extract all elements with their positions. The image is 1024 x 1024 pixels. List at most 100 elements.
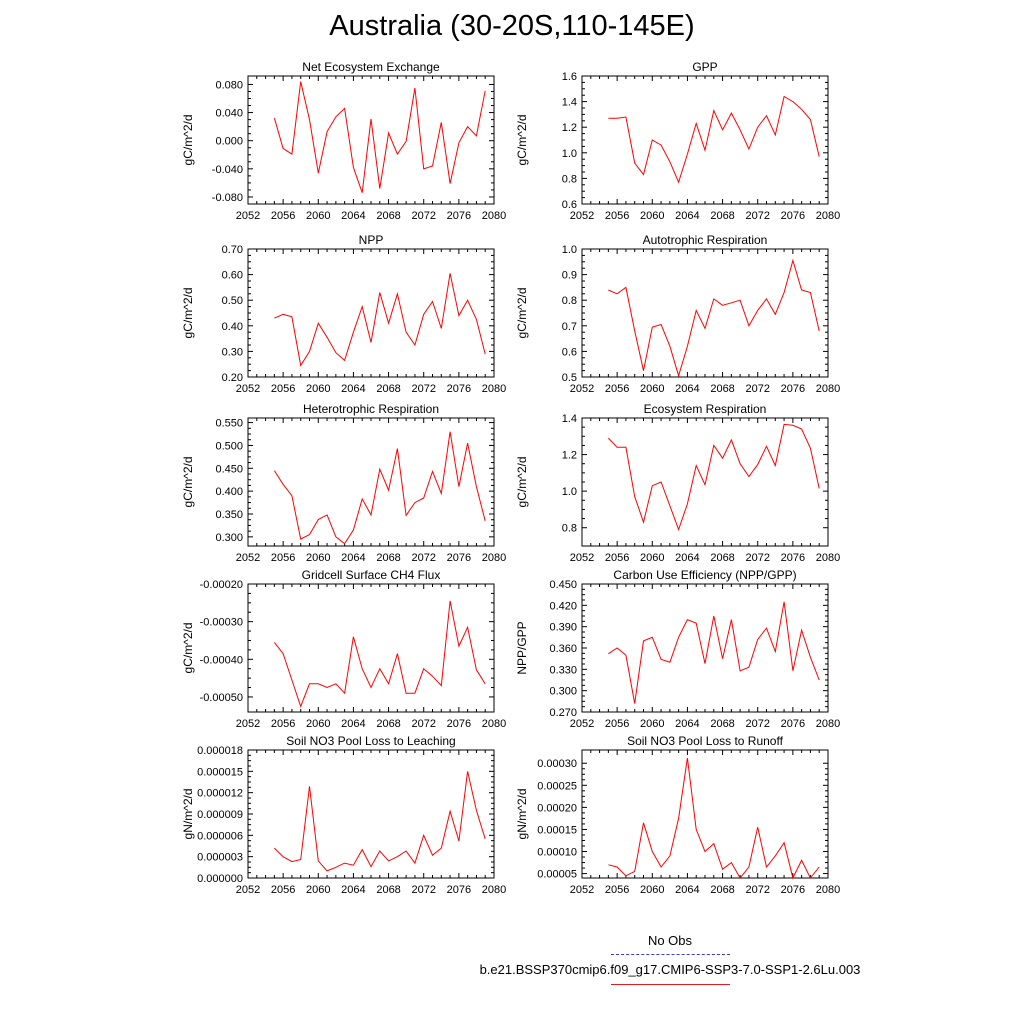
- panel-4-ytick-label: 1.0: [562, 244, 577, 256]
- panel-3-xtick-label: 2052: [236, 383, 260, 395]
- panel-10-xtick-label: 2060: [640, 884, 664, 896]
- panel-9-ytick-label: 0.000003: [197, 852, 243, 864]
- panel-2-xtick-label: 2076: [781, 210, 805, 222]
- panel-2-xtick-label: 2072: [745, 210, 769, 222]
- panel-8-ylabel: NPP/GPP: [515, 621, 529, 674]
- panel-10-series-line: [608, 757, 820, 880]
- panel-5-ytick-label: 0.550: [215, 418, 243, 430]
- panel-5-xtick-label: 2072: [411, 552, 435, 564]
- panel-1-xtick-label: 2056: [271, 210, 295, 222]
- panel-6-xtick-label: 2072: [745, 552, 769, 564]
- panel-8-ytick-label: 0.420: [549, 600, 577, 612]
- panel-4-title: Autotrophic Respiration: [643, 233, 768, 247]
- panel-1-ytick-label: 0.040: [215, 108, 243, 120]
- panel-8-xtick-label: 2064: [675, 718, 699, 730]
- panel-7-ylabel: gC/m^2/d: [181, 623, 195, 674]
- panel-4-ylabel: gC/m^2/d: [515, 288, 529, 339]
- panel-3-ytick-label: 0.50: [222, 295, 243, 307]
- panel-7-xtick-label: 2068: [376, 718, 400, 730]
- panel-8-xtick-label: 2072: [745, 718, 769, 730]
- panel-1-frame: [247, 75, 495, 205]
- panel-9-ytick-label: 0.000006: [197, 830, 243, 842]
- panel-9-xtick-label: 2068: [376, 884, 400, 896]
- panel-9-xtick-label: 2072: [411, 884, 435, 896]
- panel-4-ytick-label: 0.7: [562, 321, 577, 333]
- panel-9-ytick-label: 0.000012: [197, 788, 243, 800]
- panel-10-xtick-label: 2076: [781, 884, 805, 896]
- legend-model-label: b.e21.BSSP370cmip6.f09_g17.CMIP6-SSP3-7.…: [479, 962, 861, 977]
- panel-2-xtick-label: 2052: [570, 210, 594, 222]
- panel-8-xtick-label: 2076: [781, 718, 805, 730]
- panel-3-title: NPP: [359, 233, 384, 247]
- panel-5-title: Heterotrophic Respiration: [303, 402, 439, 416]
- panel-9-xtick-label: 2064: [341, 884, 365, 896]
- panel-6-ytick-label: 0.8: [562, 523, 577, 535]
- panel-1-ytick-label: -0.080: [212, 192, 243, 204]
- panel-5-xtick-label: 2068: [376, 552, 400, 564]
- panel-2-xtick-label: 2064: [675, 210, 699, 222]
- panel-1-xtick-label: 2068: [376, 210, 400, 222]
- panel-7-ytick-label: -0.00040: [200, 654, 243, 666]
- panel-2-frame: [581, 75, 829, 205]
- panel-10-xtick-label: 2068: [710, 884, 734, 896]
- panel-3-frame: [247, 248, 495, 378]
- panel-3-xtick-label: 2056: [271, 383, 295, 395]
- panel-4-xtick-label: 2072: [745, 383, 769, 395]
- panel-9-xtick-label: 2052: [236, 884, 260, 896]
- panel-4-ytick-label: 0.8: [562, 295, 577, 307]
- panel-5-xtick-label: 2076: [447, 552, 471, 564]
- panel-8-ytick-label: 0.300: [549, 686, 577, 698]
- panel-5-frame: [247, 417, 495, 547]
- panel-9-ytick-label: 0.000018: [197, 745, 243, 757]
- panel-2-ytick-label: 1.6: [562, 71, 577, 83]
- panel-8-title: Carbon Use Efficiency (NPP/GPP): [613, 568, 796, 582]
- panel-9-frame: [247, 749, 495, 879]
- panel-3-ytick-label: 0.70: [222, 244, 243, 256]
- panel-6-frame: [581, 417, 829, 547]
- panel-4-ytick-label: 0.9: [562, 270, 577, 282]
- panel-10-xtick-label: 2056: [605, 884, 629, 896]
- panel-1-ytick-label: 0.080: [215, 79, 243, 91]
- panel-10-ytick-label: 0.00015: [537, 824, 577, 836]
- panel-7-ytick-label: -0.00020: [200, 579, 243, 591]
- panel-2-xtick-label: 2056: [605, 210, 629, 222]
- panel-8-ytick-label: 0.450: [549, 579, 577, 591]
- legend-obs-line: [611, 954, 730, 955]
- panel-2-ytick-label: 1.4: [562, 97, 577, 109]
- panel-10-xtick-label: 2072: [745, 884, 769, 896]
- panel-3-xtick-label: 2060: [306, 383, 330, 395]
- panel-5-xtick-label: 2052: [236, 552, 260, 564]
- panel-9-series-line: [274, 771, 486, 872]
- panel-8-ytick-label: 0.360: [549, 643, 577, 655]
- panel-7-frame: [247, 583, 495, 713]
- panel-8-series-line: [608, 601, 820, 704]
- panel-9-xtick-label: 2076: [447, 884, 471, 896]
- panel-5-ytick-label: 0.350: [215, 509, 243, 521]
- panel-5-xtick-label: 2064: [341, 552, 365, 564]
- panel-6-xtick-label: 2056: [605, 552, 629, 564]
- page-title: Australia (30-20S,110-145E): [329, 10, 695, 42]
- panel-7-title: Gridcell Surface CH4 Flux: [302, 568, 441, 582]
- panel-2-xtick-label: 2080: [816, 210, 840, 222]
- panel-5-ytick-label: 0.500: [215, 440, 243, 452]
- panel-3-series-line: [274, 273, 486, 367]
- panel-4-ytick-label: 0.5: [562, 372, 577, 384]
- panel-8-frame: [581, 583, 829, 713]
- panel-5-ytick-label: 0.400: [215, 486, 243, 498]
- panel-1-ytick-label: -0.040: [212, 164, 243, 176]
- panel-8-xtick-label: 2060: [640, 718, 664, 730]
- panel-9-xtick-label: 2060: [306, 884, 330, 896]
- panel-3-ytick-label: 0.20: [222, 372, 243, 384]
- panel-3-xtick-label: 2072: [411, 383, 435, 395]
- panel-1-xtick-label: 2080: [482, 210, 506, 222]
- panel-6-xtick-label: 2068: [710, 552, 734, 564]
- panel-3-xtick-label: 2076: [447, 383, 471, 395]
- panel-2-ytick-label: 1.2: [562, 122, 577, 134]
- panel-6-title: Ecosystem Respiration: [644, 402, 767, 416]
- panel-1-xtick-label: 2076: [447, 210, 471, 222]
- panel-9-xtick-label: 2080: [482, 884, 506, 896]
- panel-4-xtick-label: 2060: [640, 383, 664, 395]
- panel-5-series-line: [273, 431, 486, 545]
- panel-4-xtick-label: 2076: [781, 383, 805, 395]
- panel-5-xtick-label: 2056: [271, 552, 295, 564]
